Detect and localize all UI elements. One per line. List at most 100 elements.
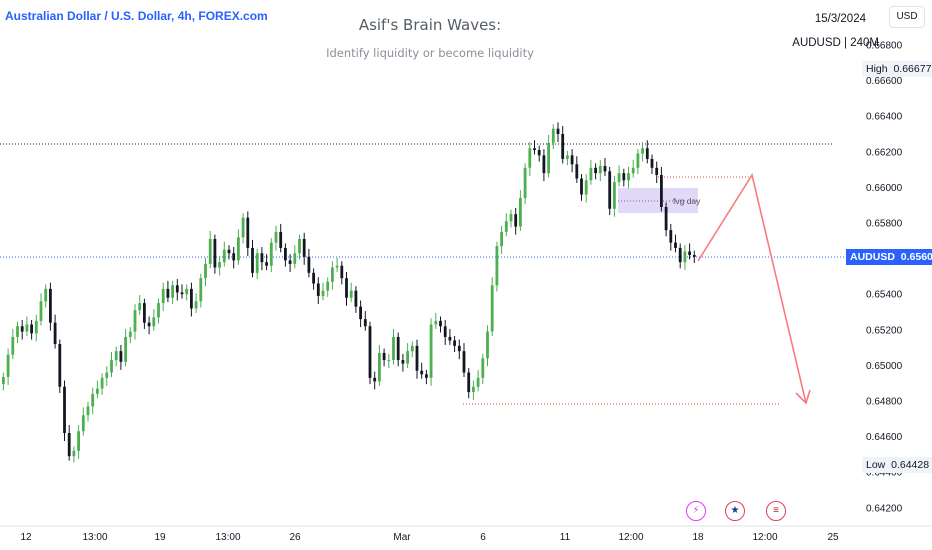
candle-body <box>406 351 409 364</box>
low-value: 0.64428 <box>891 459 930 471</box>
candle-body <box>683 251 687 263</box>
symbol-title[interactable]: Australian Dollar / U.S. Dollar, 4h, FOR… <box>5 9 268 23</box>
x-tick-label: 26 <box>289 532 301 543</box>
candle-body <box>312 272 315 284</box>
candle-body <box>147 322 151 327</box>
candle-body <box>556 128 560 134</box>
x-tick-label: Mar <box>393 532 411 543</box>
candle-body <box>269 242 273 266</box>
candle-body <box>194 301 198 309</box>
candle-body <box>335 265 339 268</box>
candle-body <box>331 267 334 282</box>
high-value: 0.66677 <box>893 63 932 75</box>
y-tick-label: 0.66200 <box>866 147 903 158</box>
candle-body <box>434 320 438 325</box>
candle-body <box>307 256 311 273</box>
candle-body <box>467 372 471 393</box>
symbol-interval-label: AUDUSD | 240M <box>792 37 879 49</box>
candle-body <box>420 370 424 375</box>
candle-body <box>650 158 654 168</box>
x-tick-label: 6 <box>480 532 486 543</box>
candle-body <box>288 260 292 264</box>
y-axis[interactable]: 0.66800 0.66600 0.66400 0.66200 0.66000 0.658… <box>866 41 903 515</box>
candle-body <box>641 148 644 154</box>
y-tick-label: 0.64600 <box>866 432 903 443</box>
candle-body <box>594 167 597 174</box>
high-price-tag: High 0.66677 <box>862 61 932 77</box>
candle-body <box>260 253 264 263</box>
candle-body <box>378 352 381 382</box>
candle-body <box>575 164 579 179</box>
y-tick-label: 0.66600 <box>866 76 903 87</box>
candle-body <box>495 246 499 286</box>
candle-body <box>523 167 527 199</box>
candle-body <box>133 310 137 332</box>
x-tick-label: 13:00 <box>215 532 240 543</box>
candle-body <box>86 406 90 416</box>
candle-body <box>589 167 593 181</box>
x-tick-label: 19 <box>154 532 166 543</box>
candle-body <box>481 358 485 378</box>
candle-body <box>110 360 113 373</box>
candle-body <box>528 148 532 168</box>
candle-body <box>382 352 386 361</box>
candle-body <box>237 237 240 261</box>
candle-body <box>627 173 630 181</box>
y-tick-label: 0.65200 <box>866 325 903 336</box>
us-flag-icon[interactable]: ≡ <box>766 501 786 521</box>
candle-body <box>143 303 146 323</box>
y-tick-label: 0.64200 <box>866 503 903 514</box>
candle-body <box>213 239 217 268</box>
y-tick-label: 0.64800 <box>866 397 903 408</box>
candle-body <box>190 288 193 309</box>
candle-body <box>359 306 362 320</box>
candle-body <box>457 345 461 352</box>
candle-body <box>514 214 518 227</box>
candle-body <box>279 231 283 248</box>
candle-body <box>504 221 508 232</box>
candle-body <box>547 142 550 174</box>
candle-body <box>617 173 621 183</box>
current-value: 0.65607 <box>900 251 932 263</box>
currency-button[interactable]: USD <box>889 6 925 28</box>
candle-body <box>6 354 10 377</box>
candle-body <box>302 239 306 257</box>
x-tick-label: 12:00 <box>618 532 643 543</box>
candle-body <box>218 262 221 268</box>
y-tick-label: 0.65800 <box>866 219 903 230</box>
candle-body <box>490 285 494 332</box>
candle-body <box>274 231 278 243</box>
candle-body <box>161 288 165 304</box>
candle-body <box>533 148 536 151</box>
candle-body <box>180 292 184 295</box>
candle-body <box>316 283 320 296</box>
candle-body <box>293 253 297 264</box>
candle-body <box>472 386 475 393</box>
candle-body <box>373 377 377 382</box>
candle-body <box>77 431 80 451</box>
candle-body <box>44 288 48 302</box>
candle-body <box>171 285 174 298</box>
x-axis[interactable]: 12 13:00 19 13:00 26 Mar 6 11 12:00 18 12:00 25 <box>20 532 839 543</box>
au-flag-icon[interactable]: ★ <box>725 501 745 521</box>
candle-body <box>53 322 57 345</box>
candle-body <box>500 231 503 247</box>
x-tick-label: 12:00 <box>752 532 777 543</box>
candle-body <box>448 336 452 341</box>
candle-body <box>584 180 588 195</box>
y-tick-label: 0.66000 <box>866 183 903 194</box>
y-tick-label: 0.66400 <box>866 112 903 123</box>
candle-body <box>100 377 104 389</box>
lightning-icon[interactable]: ⚡ <box>686 501 706 521</box>
candle-body <box>688 251 691 256</box>
y-tick-label: 0.65000 <box>866 361 903 372</box>
x-tick-label: 11 <box>560 532 571 543</box>
candle-body <box>67 433 71 457</box>
candle-body <box>439 320 442 327</box>
candle-body <box>96 388 99 394</box>
candle-body <box>222 249 226 263</box>
candle-body <box>119 351 123 362</box>
candle-body <box>321 290 325 296</box>
y-tick-label: 0.65400 <box>866 290 903 301</box>
